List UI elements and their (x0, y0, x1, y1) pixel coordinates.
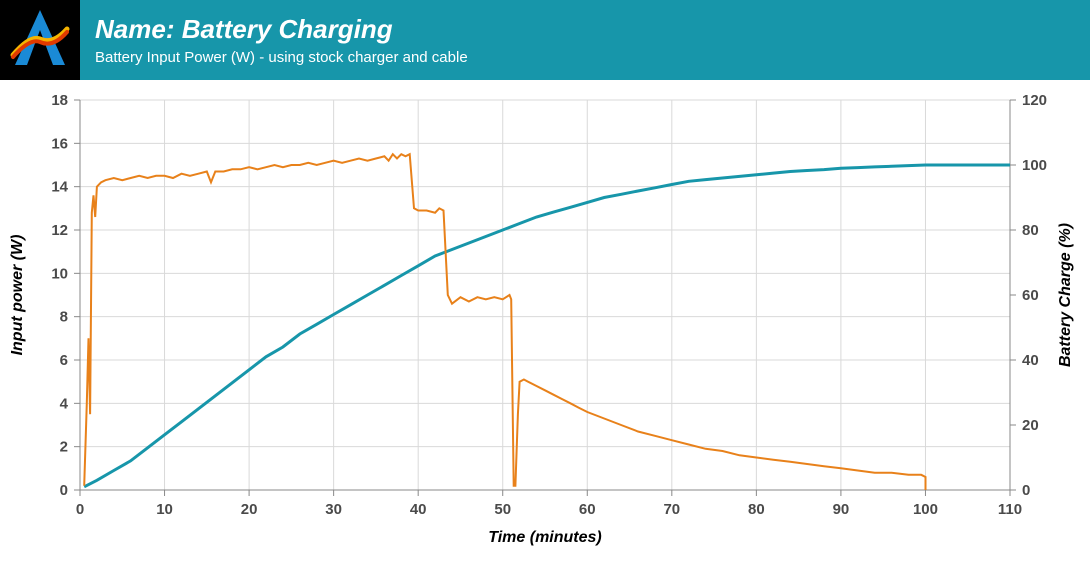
y-right-tick-label: 100 (1022, 157, 1047, 174)
chart-svg: 0102030405060708090100110024681012141618… (0, 80, 1090, 566)
y-left-tick-label: 10 (51, 265, 68, 282)
chart-area: 0102030405060708090100110024681012141618… (0, 80, 1090, 566)
y-left-tick-label: 8 (60, 309, 68, 326)
y-left-tick-label: 6 (60, 352, 68, 369)
y-left-axis-label: Input power (W) (9, 235, 26, 356)
x-tick-label: 20 (241, 501, 258, 518)
series-power (84, 154, 925, 490)
x-axis-label: Time (minutes) (488, 529, 602, 546)
y-right-axis-label: Battery Charge (%) (1057, 223, 1074, 367)
y-right-tick-label: 80 (1022, 222, 1039, 239)
y-right-tick-label: 40 (1022, 352, 1039, 369)
chart-title: Name: Battery Charging (95, 14, 468, 45)
x-tick-label: 0 (76, 501, 84, 518)
x-tick-label: 40 (410, 501, 427, 518)
x-tick-label: 110 (998, 501, 1022, 518)
x-tick-label: 30 (325, 501, 342, 518)
logo (0, 0, 80, 80)
x-tick-label: 10 (156, 501, 173, 518)
y-right-tick-label: 60 (1022, 287, 1039, 304)
chart-container: Name: Battery Charging Battery Input Pow… (0, 0, 1090, 566)
x-tick-label: 100 (913, 501, 938, 518)
x-tick-label: 90 (833, 501, 850, 518)
header: Name: Battery Charging Battery Input Pow… (0, 0, 1090, 80)
y-left-tick-label: 12 (51, 222, 68, 239)
x-tick-label: 50 (494, 501, 511, 518)
x-tick-label: 80 (748, 501, 765, 518)
y-left-tick-label: 18 (51, 92, 68, 109)
y-left-tick-label: 16 (51, 135, 68, 152)
chart-subtitle: Battery Input Power (W) - using stock ch… (95, 49, 468, 66)
series-charge (84, 165, 1010, 487)
y-left-tick-label: 14 (51, 179, 68, 196)
y-left-tick-label: 0 (60, 482, 68, 499)
y-left-tick-label: 4 (60, 395, 69, 412)
y-right-tick-label: 20 (1022, 417, 1039, 434)
x-tick-label: 70 (663, 501, 680, 518)
logo-icon (5, 5, 75, 75)
title-block: Name: Battery Charging Battery Input Pow… (80, 14, 468, 66)
y-left-tick-label: 2 (60, 439, 68, 456)
y-right-tick-label: 120 (1022, 92, 1047, 109)
x-tick-label: 60 (579, 501, 596, 518)
y-right-tick-label: 0 (1022, 482, 1030, 499)
